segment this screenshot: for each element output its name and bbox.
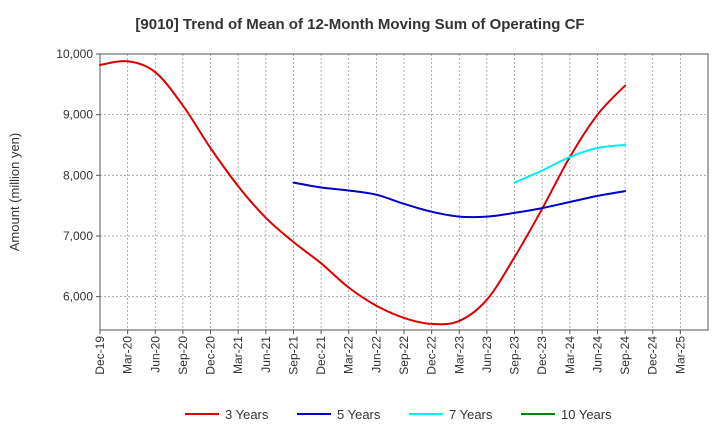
legend: 3 Years 5 Years 7 Years 10 Years [185, 407, 612, 422]
series-line-5-years [292, 181, 627, 219]
x-tick-label: Dec-19 [93, 336, 107, 375]
series-line-3-years [99, 60, 627, 326]
y-axis-label: Amount (million yen) [7, 133, 22, 252]
x-tick-label: Mar-22 [342, 336, 356, 374]
series-line-7-years [513, 144, 627, 184]
x-tick-label: Dec-24 [646, 336, 660, 375]
x-tick-labels: Dec-19 Mar-20 Jun-20 Sep-20 Dec-20 Mar-21 Jun-… [93, 330, 687, 375]
y-tick-label: 8,000 [63, 168, 93, 182]
y-tick-label: 7,000 [63, 229, 93, 243]
x-tick-label: Dec-20 [204, 336, 218, 375]
x-tick-label: Mar-24 [563, 336, 577, 374]
x-tick-label: Jun-20 [148, 336, 162, 373]
series-lines [99, 60, 627, 326]
y-tick-label: 10,000 [56, 47, 93, 61]
x-tick-label: Jun-24 [590, 336, 604, 373]
x-tick-label: Sep-22 [397, 336, 411, 375]
legend-label-5-years: 5 Years [337, 407, 381, 422]
x-tick-label: Mar-20 [121, 336, 135, 374]
grid-lines [100, 54, 708, 330]
x-tick-label: Mar-23 [452, 336, 466, 374]
chart-title: [9010] Trend of Mean of 12-Month Moving … [135, 16, 584, 33]
x-tick-label: Jun-23 [480, 336, 494, 373]
legend-label-7-years: 7 Years [449, 407, 493, 422]
x-tick-label: Dec-21 [314, 336, 328, 375]
y-tick-labels: 6,000 7,000 8,000 9,000 10,000 [56, 47, 100, 304]
x-tick-label: Sep-21 [286, 336, 300, 375]
x-tick-label: Dec-23 [535, 336, 549, 375]
x-tick-label: Sep-23 [508, 336, 522, 375]
x-tick-label: Dec-22 [425, 336, 439, 375]
x-tick-label: Mar-21 [231, 336, 245, 374]
x-tick-label: Jun-22 [369, 336, 383, 373]
y-tick-label: 9,000 [63, 108, 93, 122]
legend-label-3-years: 3 Years [225, 407, 269, 422]
legend-label-10-years: 10 Years [561, 407, 612, 422]
x-tick-label: Jun-21 [259, 336, 273, 373]
y-tick-label: 6,000 [63, 290, 93, 304]
x-tick-label: Mar-25 [673, 336, 687, 374]
x-tick-label: Sep-24 [618, 336, 632, 375]
x-tick-label: Sep-20 [176, 336, 190, 375]
